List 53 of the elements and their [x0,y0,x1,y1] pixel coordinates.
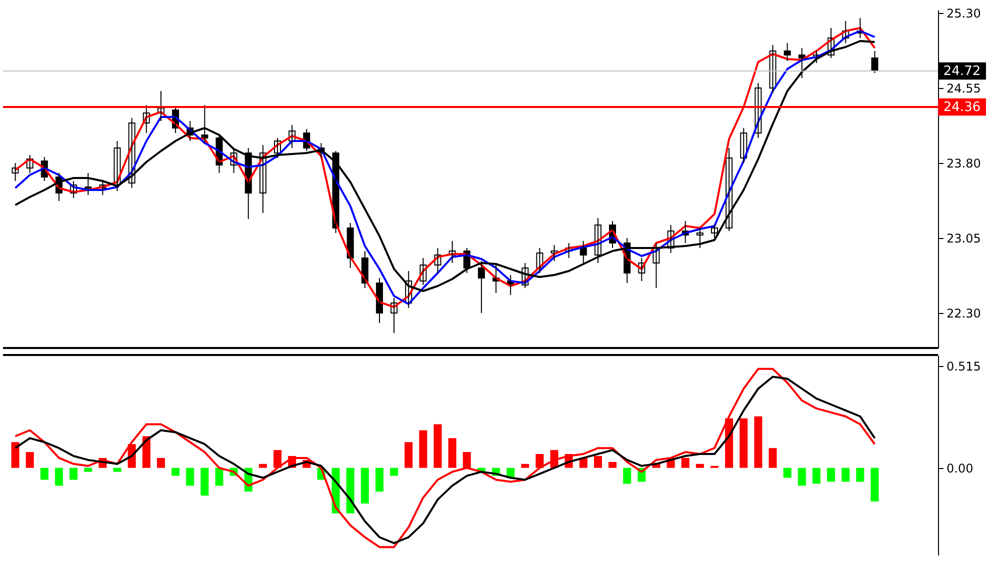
y-tick-label: 0.515 [946,359,981,374]
candlestick [84,172,92,196]
bar [623,468,632,484]
bar [346,468,354,514]
y-tick-label: 22.30 [946,306,981,320]
bar [448,438,456,468]
y-tick-label: 23.05 [946,232,981,246]
bar [783,468,792,478]
y-tick-label: 0.00 [946,461,974,476]
bar [827,468,836,482]
ref-line-label: 24.36 [943,100,981,115]
bar [70,468,78,480]
bar [84,468,92,472]
y-tick-label: 25.30 [946,6,981,20]
bar [419,430,428,468]
bar [521,464,530,468]
bar [608,462,617,468]
bar [754,416,762,468]
bar [142,436,150,468]
bar [870,468,879,502]
bar [404,442,413,468]
bar [536,454,544,468]
bar [11,442,20,468]
bar [172,468,180,476]
bar [26,452,34,468]
bar [215,468,224,486]
bar [113,468,122,472]
bar [54,468,63,486]
bar [696,464,704,468]
y-tick-label: 24.55 [946,82,981,96]
bar [856,468,864,482]
bar [740,418,748,468]
bar [842,468,850,482]
bar [594,456,602,468]
bar [812,468,820,484]
bar [579,458,588,468]
bar [768,448,777,468]
bar [360,468,369,504]
bar [273,450,282,468]
candlestick [696,228,704,248]
y-tick-label: 23.80 [946,156,981,170]
ref-line-label: 24.72 [943,64,981,79]
bar [390,468,398,476]
bar [462,452,471,468]
bar [434,424,442,468]
bar [798,468,806,486]
bar [200,468,209,496]
bar [40,468,48,480]
bar [186,468,194,486]
bar [258,464,267,468]
bar [681,458,690,468]
bar [375,468,384,492]
bar [156,458,165,468]
